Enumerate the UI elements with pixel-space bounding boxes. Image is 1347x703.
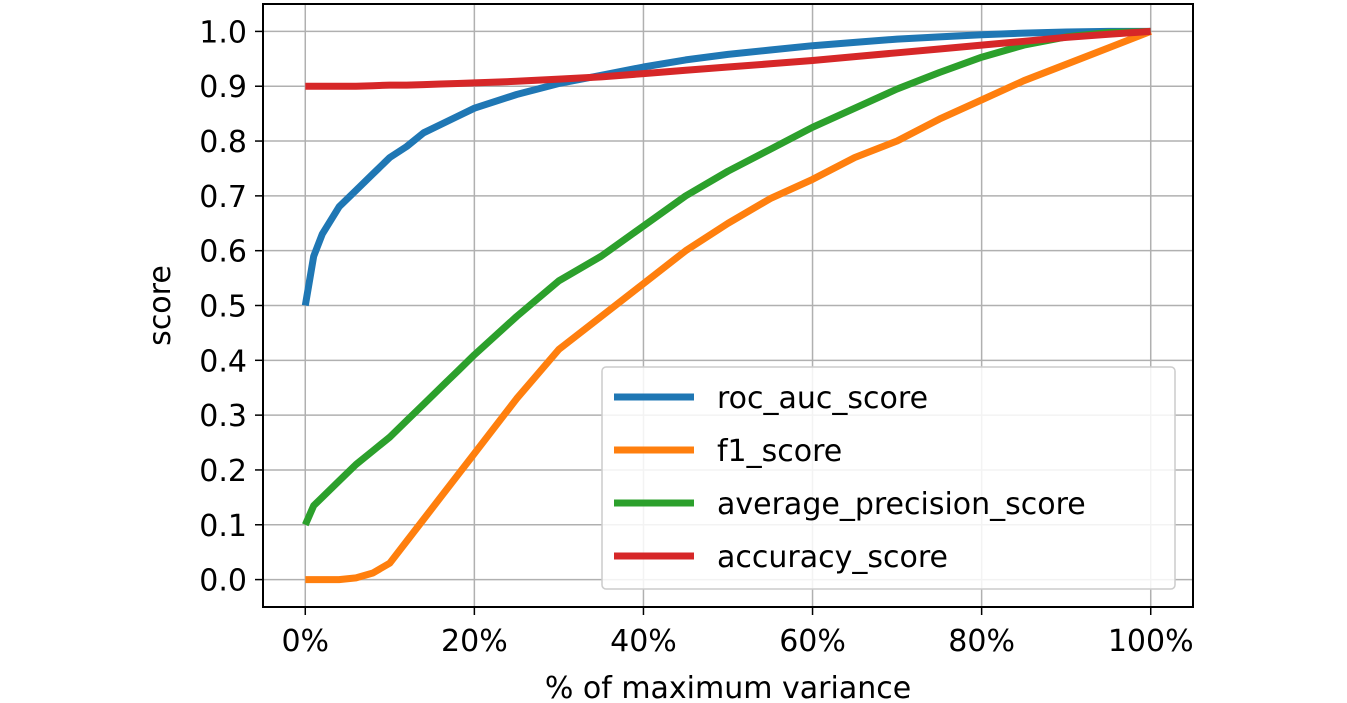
series-line-average-precision-score [302,27,1151,527]
legend-label-accuracy-score: accuracy_score [717,540,948,575]
y-tick-label: 0.5 [199,290,247,325]
y-tick-label: 0.6 [199,235,247,270]
x-tick-label: 80% [948,624,1015,659]
legend: roc_auc_score f1_score average_precision_s… [601,366,1176,590]
x-axis-label: % of maximum variance [545,671,911,703]
y-tick-label: 0.1 [199,509,247,544]
y-tick-label: 0.2 [199,454,247,489]
legend-label-average-precision-score: average_precision_score [717,487,1086,522]
y-tick-label: 1.0 [199,15,247,50]
y-tick-label: 0.9 [199,70,247,105]
y-tick-label: 0.3 [199,399,247,434]
y-tick-label: 0.7 [199,180,247,215]
x-tick-label: 100% [1108,624,1194,659]
axis-ticks: 0% 20% 40% 60% 80% 100% 0.0 0.1 0.2 0.3 0.4 0.5 0.6 0… [199,15,1193,659]
x-tick-label: 0% [281,624,329,659]
legend-label-roc-auc-score: roc_auc_score [717,381,928,416]
x-tick-label: 60% [779,624,846,659]
series-line-f1-score [305,28,1152,584]
y-tick-label: 0.8 [199,125,247,160]
y-axis-label: score [143,265,178,346]
x-tick-label: 40% [610,624,677,659]
series-lines [301,27,1152,584]
y-tick-label: 0.4 [199,344,247,379]
legend-box [601,366,1176,590]
x-tick-label: 20% [441,624,508,659]
legend-label-f1-score: f1_score [717,434,842,469]
y-tick-label: 0.0 [199,564,247,599]
series-line-accuracy-score [305,27,1151,90]
grid [263,4,1193,607]
